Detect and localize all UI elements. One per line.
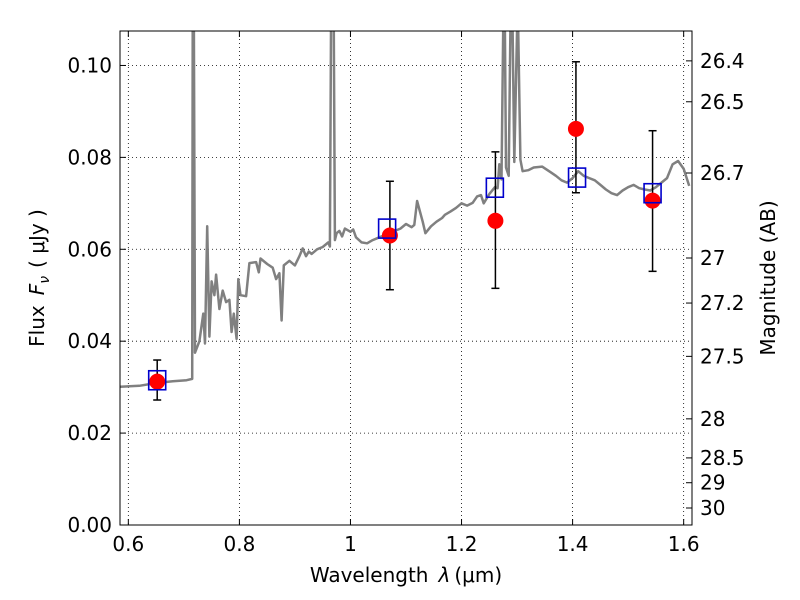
y2-tick-label: 29: [700, 471, 725, 495]
observed-point: [644, 192, 661, 209]
x-tick-label: 1.2: [446, 532, 478, 556]
y2-tick-label: 26.4: [700, 49, 745, 73]
y2-axis-label: Magnitude (AB): [756, 200, 780, 355]
plot-frame: [119, 30, 693, 526]
observed-point: [381, 227, 398, 244]
y-axis-label: FluxFν( μJy ): [25, 209, 53, 347]
y-tick-label: 0.06: [67, 237, 112, 261]
model-point: [643, 182, 662, 204]
model-point: [485, 177, 505, 199]
y2-tick-label: 28.5: [700, 446, 745, 470]
x-tick-label: 1.6: [668, 532, 700, 556]
x-axis-label: Wavelength λ (μm): [310, 563, 502, 587]
y2-tick-label: 26.5: [700, 90, 745, 114]
y2-tick-label: 26.7: [700, 161, 745, 185]
y2-tick-label: 30: [700, 496, 725, 520]
observed-point: [487, 212, 504, 229]
x-tick-label: 1: [344, 532, 357, 556]
y-tick-label: 0.00: [67, 513, 112, 537]
x-tick-label: 1.4: [557, 532, 589, 556]
model-point: [377, 218, 397, 239]
y-tick-label: 0.08: [67, 145, 112, 169]
x-tick-label: 0.6: [112, 532, 144, 556]
y-tick-label: 0.04: [67, 329, 112, 353]
y-tick-label: 0.10: [67, 53, 112, 77]
plot-area: [120, 31, 691, 401]
model-point: [147, 369, 167, 391]
y2-tick-label: 27.2: [700, 291, 745, 315]
y-tick-label: 0.02: [67, 421, 112, 445]
y2-tick-label: 28: [700, 407, 725, 431]
model-point: [567, 167, 587, 188]
observed-point: [567, 120, 584, 137]
axis-ticks: 0.6 0.8 1 1.2 1.4 1.6 0.00 0.02 0.04 0.06 0.08 0.10…: [67, 31, 745, 556]
x-tick-label: 0.8: [223, 532, 255, 556]
y2-tick-label: 27.5: [700, 344, 745, 368]
observed-point: [149, 373, 166, 390]
y2-tick-label: 27: [700, 246, 725, 270]
